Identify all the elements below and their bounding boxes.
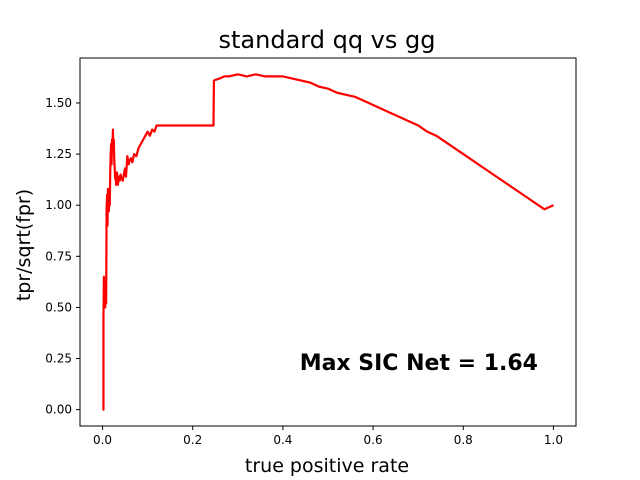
x-tick-label: 0.2 [183,433,202,447]
y-tick-label: 0.50 [45,300,72,314]
y-tick-label: 1.25 [45,147,72,161]
chart-title: standard qq vs gg [219,26,436,54]
x-tick-label: 0.6 [364,433,383,447]
x-tick-label: 1.0 [544,433,563,447]
x-tick-label: 0.0 [93,433,112,447]
y-tick-label: 0.75 [45,249,72,263]
x-tick-label: 0.8 [454,433,473,447]
max-sic-annotation: Max SIC Net = 1.64 [300,351,538,376]
series-line-0 [101,73,554,411]
x-axis-label: true positive rate [245,455,409,477]
y-tick-label: 1.00 [45,198,72,212]
y-tick-label: 0.00 [45,403,72,417]
y-axis: 0.00 0.25 0.50 0.75 1.00 1.25 1.50 [45,96,80,417]
axes-frame [79,57,577,427]
y-tick-label: 1.50 [45,96,72,110]
y-axis-label: tpr/sqrt(fpr) [13,189,35,301]
x-axis: 0.0 0.2 0.4 0.6 0.8 1.0 [93,426,563,447]
x-tick-label: 0.4 [273,433,292,447]
plot-area [79,57,577,427]
y-tick-label: 0.25 [45,352,72,366]
